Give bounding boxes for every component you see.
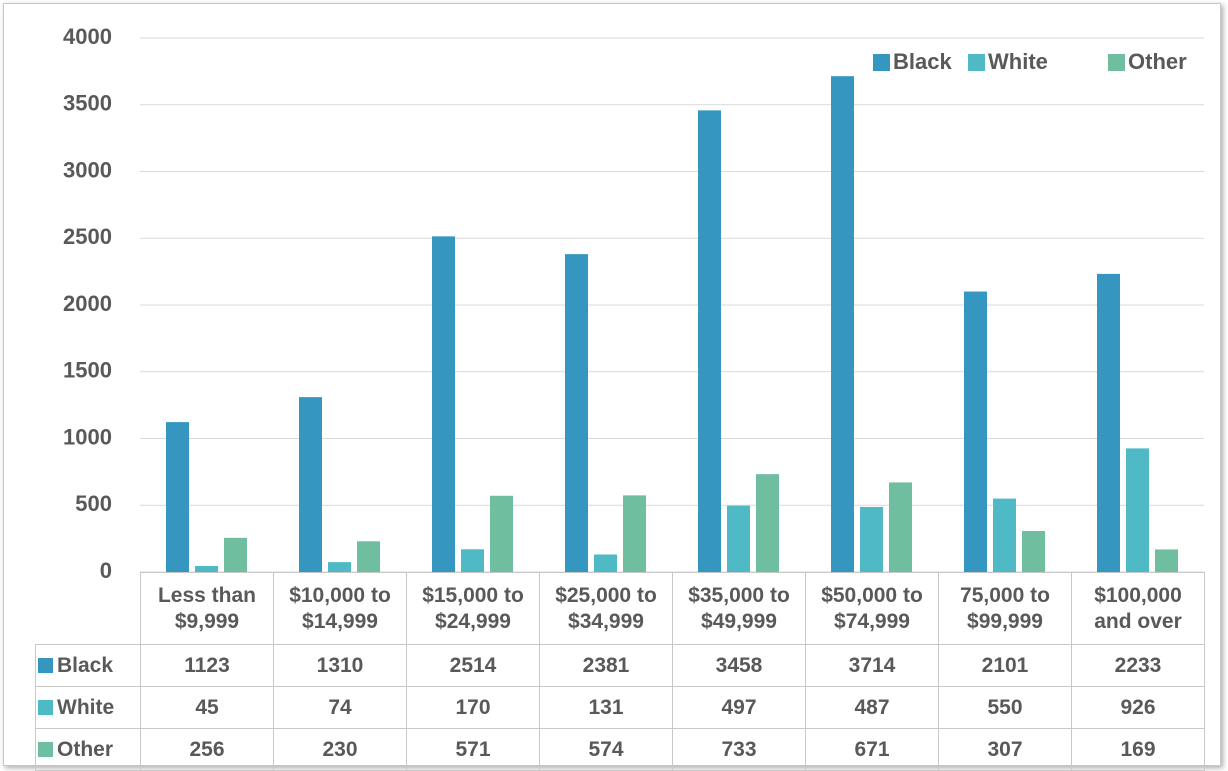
y-tick-label: 500 (75, 491, 112, 516)
legend-swatch (38, 699, 53, 715)
legend-label: Black (893, 49, 952, 74)
value-cell: 1123 (140, 644, 274, 687)
bar (1126, 448, 1149, 572)
value-cell: 131 (539, 686, 673, 729)
row-header: Black (35, 644, 141, 687)
legend-swatch (38, 657, 53, 673)
bar (889, 482, 912, 572)
y-tick-label: 1500 (63, 358, 112, 383)
value-cell: 550 (938, 686, 1072, 729)
legend-swatch (968, 54, 985, 71)
legend-swatch (1108, 54, 1125, 71)
value-cell: 307 (938, 728, 1072, 771)
y-tick-label: 2000 (63, 291, 112, 316)
bar (964, 291, 987, 572)
y-tick-label: 2500 (63, 224, 112, 249)
table-row: Black 1123 1310 2514 2381 3458 3714 2101 2233 (35, 644, 1205, 687)
x-tick-label: $100,000 and over (1071, 572, 1205, 645)
legend-label: White (988, 49, 1048, 74)
value-cell: 2233 (1071, 644, 1205, 687)
x-tick-label: Less than $9,999 (140, 572, 274, 645)
y-tick-label: 1000 (63, 424, 112, 449)
value-cell: 487 (805, 686, 939, 729)
table-row: White 45 74 170 131 497 487 550 926 (35, 686, 1205, 729)
row-label: Black (57, 653, 114, 677)
bar (756, 474, 779, 572)
value-cell: 3714 (805, 644, 939, 687)
row-header: White (35, 686, 141, 729)
value-cell: 671 (805, 728, 939, 771)
y-tick-label: 0 (100, 558, 112, 583)
row-label: Other (57, 737, 114, 761)
legend-swatch (38, 741, 53, 757)
bar (1097, 273, 1120, 572)
value-cell: 230 (273, 728, 407, 771)
bar (166, 422, 189, 572)
bar (1155, 549, 1178, 572)
x-tick-label: $35,000 to $49,999 (672, 572, 806, 645)
value-cell: 574 (539, 728, 673, 771)
row-header: Other (35, 728, 141, 771)
value-cell: 2381 (539, 644, 673, 687)
table-header: Less than $9,999 $10,000 to $14,999 $15,00… (36, 572, 1205, 645)
x-tick-label: $50,000 to $74,999 (805, 572, 939, 645)
bar (461, 549, 484, 572)
corner-cell (36, 573, 141, 645)
x-tick-label: $25,000 to $34,999 (539, 572, 673, 645)
y-tick-label: 3000 (63, 157, 112, 182)
bar (698, 110, 721, 573)
bar (1022, 531, 1045, 572)
bar (993, 498, 1016, 572)
value-cell: 3458 (672, 644, 806, 687)
value-cell: 926 (1071, 686, 1205, 729)
x-tick-label: 75,000 to $99,999 (938, 572, 1072, 645)
x-tick-label: $15,000 to $24,999 (406, 572, 540, 645)
bar (224, 537, 247, 572)
bar (328, 562, 351, 572)
value-cell: 2101 (938, 644, 1072, 687)
legend-swatch (873, 54, 890, 71)
bar (299, 397, 322, 572)
bar (432, 236, 455, 573)
bar (357, 541, 380, 572)
value-cell: 170 (406, 686, 540, 729)
bar (565, 254, 588, 572)
bar (490, 495, 513, 572)
y-tick-label: 3500 (63, 91, 112, 116)
x-tick-label: $10,000 to $14,999 (273, 572, 407, 645)
value-cell: 497 (672, 686, 806, 729)
bar (594, 554, 617, 572)
value-cell: 45 (140, 686, 274, 729)
table-row: Other 256 230 571 574 733 671 307 169 (35, 728, 1205, 771)
bar (860, 506, 883, 572)
bar (623, 495, 646, 572)
value-cell: 169 (1071, 728, 1205, 771)
y-tick-label: 4000 (63, 24, 112, 49)
data-table: Less than $9,999 $10,000 to $14,999 $15,00… (35, 572, 1205, 771)
bar (727, 505, 750, 572)
row-label: White (57, 695, 115, 719)
value-cell: 1310 (273, 644, 407, 687)
value-cell: 2514 (406, 644, 540, 687)
value-cell: 733 (672, 728, 806, 771)
value-cell: 571 (406, 728, 540, 771)
bar (831, 76, 854, 572)
legend-label: Other (1128, 49, 1187, 74)
value-cell: 74 (273, 686, 407, 729)
bar (195, 565, 218, 572)
value-cell: 256 (140, 728, 274, 771)
